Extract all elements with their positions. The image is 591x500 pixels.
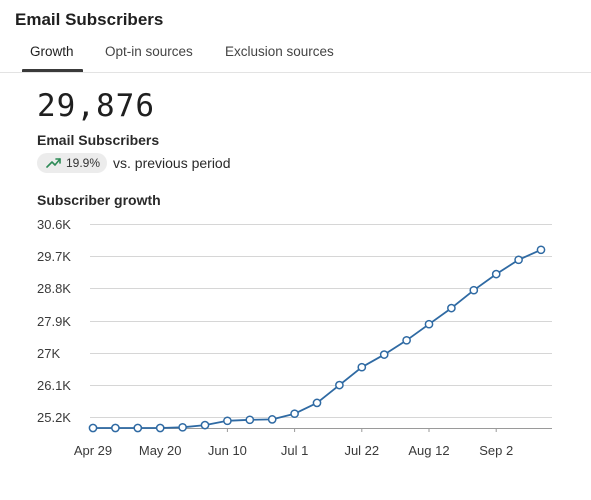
change-percent: 19.9% bbox=[66, 156, 101, 170]
y-tick-label: 30.6K bbox=[37, 217, 71, 232]
data-point bbox=[491, 269, 501, 279]
data-point bbox=[88, 423, 98, 433]
data-point bbox=[223, 416, 232, 426]
data-point bbox=[379, 350, 389, 359]
y-tick-label: 26.1K bbox=[37, 378, 71, 393]
x-tick-label: Sep 2 bbox=[479, 443, 513, 458]
y-tick-label: 25.2K bbox=[37, 410, 71, 425]
trending-up-icon bbox=[46, 158, 61, 168]
data-point bbox=[469, 285, 479, 295]
y-tick-label: 28.8K bbox=[37, 281, 71, 296]
y-tick-label: 29.7K bbox=[37, 249, 71, 264]
x-tick-label: Jul 1 bbox=[281, 443, 308, 458]
x-tick-label: Jul 22 bbox=[344, 443, 379, 458]
tab-exclusion-sources[interactable]: Exclusion sources bbox=[225, 44, 334, 59]
tab-bar: Growth Opt-in sources Exclusion sources bbox=[0, 40, 591, 74]
data-point bbox=[514, 255, 523, 265]
comparison-text: vs. previous period bbox=[113, 155, 231, 171]
data-point bbox=[447, 303, 456, 313]
data-point bbox=[424, 319, 434, 329]
change-badge: 19.9% bbox=[37, 153, 107, 173]
data-point bbox=[357, 362, 367, 372]
data-point bbox=[335, 380, 344, 390]
data-point bbox=[245, 415, 255, 425]
data-point bbox=[290, 409, 299, 419]
tab-growth[interactable]: Growth bbox=[30, 44, 74, 59]
y-tick-label: 27.9K bbox=[37, 314, 71, 329]
data-point bbox=[155, 423, 165, 433]
subscriber-count: 29,876 bbox=[37, 88, 155, 124]
chart-title: Subscriber growth bbox=[37, 192, 161, 208]
x-tick-label: Apr 29 bbox=[74, 443, 112, 458]
data-point bbox=[312, 398, 322, 408]
tabs-divider bbox=[0, 72, 591, 73]
y-tick-label: 27K bbox=[37, 346, 60, 361]
data-point bbox=[536, 245, 546, 255]
page-title: Email Subscribers bbox=[15, 10, 164, 29]
data-point bbox=[133, 423, 143, 433]
data-point bbox=[402, 335, 411, 345]
x-tick-label: Jun 10 bbox=[208, 443, 247, 458]
x-tick-label: Aug 12 bbox=[408, 443, 449, 458]
x-tick-label: May 20 bbox=[139, 443, 182, 458]
tab-opt-in-sources[interactable]: Opt-in sources bbox=[105, 44, 193, 59]
metric-label: Email Subscribers bbox=[37, 132, 160, 148]
data-point bbox=[200, 420, 210, 430]
data-point bbox=[111, 423, 120, 433]
data-point bbox=[267, 415, 277, 424]
data-point bbox=[178, 422, 187, 432]
active-tab-indicator bbox=[22, 69, 83, 73]
